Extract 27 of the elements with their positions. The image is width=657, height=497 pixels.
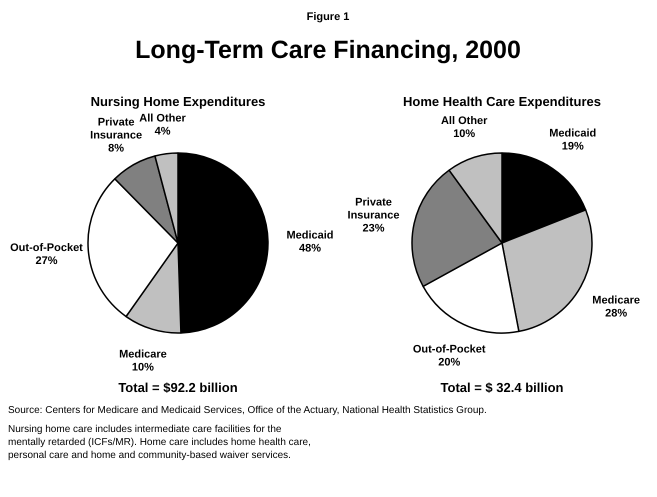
- data-label: 48%: [298, 242, 322, 254]
- slice-label: Private Insurance: [348, 196, 400, 222]
- slice-label: Medicaid: [549, 127, 596, 140]
- data-label: 23%: [362, 222, 385, 234]
- data-label: 28%: [605, 307, 628, 320]
- slice-label: Medicaid: [286, 229, 334, 242]
- slice-label: Out-of-Pocket: [412, 344, 486, 356]
- text: Total = $ 32.4 billion: [440, 380, 564, 395]
- data-label: 27%: [35, 255, 58, 268]
- data-label: 10%: [453, 128, 476, 140]
- text: Long-Term Care Financing, 2000: [135, 36, 521, 64]
- data-label: 20%: [438, 356, 460, 369]
- slice-label: Medicare: [119, 348, 167, 360]
- slice-label: Medicare: [592, 294, 640, 306]
- slice-label: All Other: [139, 112, 186, 125]
- slice-label: Out-of-Pocket: [10, 242, 84, 254]
- text: Nursing home care includes intermediate care facilities for the mentally retarded (ICFs/MR). Home care includes home health care, personal care and home and community-based waiver services.: [8, 424, 311, 461]
- data-label: 10%: [132, 361, 154, 374]
- chart-title: Home Health Care Expenditures: [403, 94, 601, 109]
- source-note: Source: Centers for Medicare and Medicaid Services, Office of the Actuary, National Health Statistics Group.: [8, 405, 487, 416]
- data-label: 4%: [154, 126, 171, 138]
- slice-label: All Other: [440, 115, 488, 128]
- data-label: 19%: [562, 140, 584, 152]
- text: Figure 1: [306, 11, 350, 23]
- data-label: 8%: [108, 142, 124, 154]
- text: Total = $92.2 billion: [118, 380, 238, 395]
- chart-title: Nursing Home Expenditures: [90, 94, 266, 109]
